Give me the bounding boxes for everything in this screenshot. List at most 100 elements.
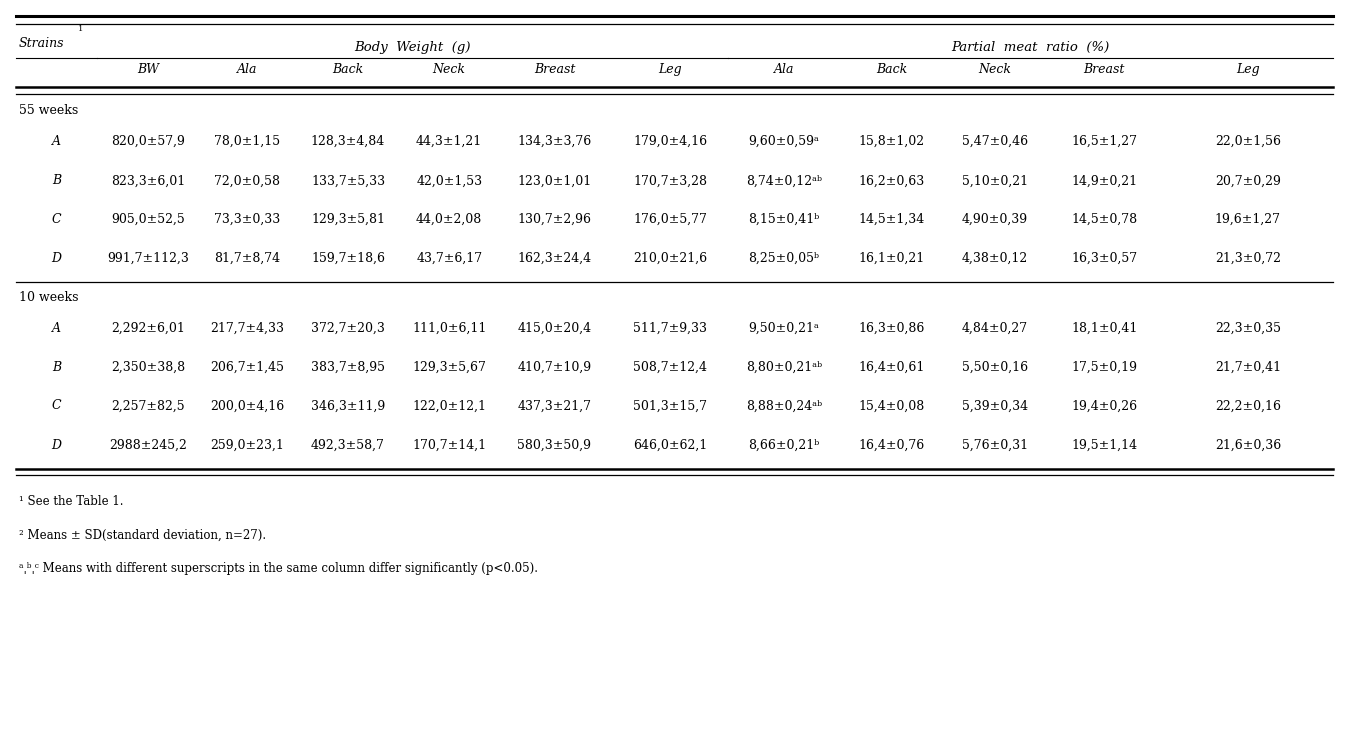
Text: Breast: Breast	[534, 63, 575, 75]
Text: 43,7±6,17: 43,7±6,17	[415, 252, 483, 265]
Text: 501,3±15,7: 501,3±15,7	[634, 399, 707, 413]
Text: 73,3±0,33: 73,3±0,33	[213, 213, 281, 226]
Text: 16,5±1,27: 16,5±1,27	[1071, 135, 1137, 148]
Text: 17,5±0,19: 17,5±0,19	[1071, 361, 1137, 374]
Text: 4,38±0,12: 4,38±0,12	[962, 252, 1028, 265]
Text: 991,7±112,3: 991,7±112,3	[108, 252, 189, 265]
Text: 206,7±1,45: 206,7±1,45	[210, 361, 283, 374]
Text: 4,90±0,39: 4,90±0,39	[962, 213, 1028, 226]
Text: 133,7±5,33: 133,7±5,33	[312, 174, 384, 187]
Text: 19,5±1,14: 19,5±1,14	[1071, 438, 1137, 452]
Text: Back: Back	[876, 63, 908, 75]
Text: 16,4±0,76: 16,4±0,76	[858, 438, 925, 452]
Text: B: B	[53, 361, 61, 374]
Text: 492,3±58,7: 492,3±58,7	[312, 438, 384, 452]
Text: 44,0±2,08: 44,0±2,08	[415, 213, 483, 226]
Text: 159,7±18,6: 159,7±18,6	[312, 252, 384, 265]
Text: 383,7±8,95: 383,7±8,95	[312, 361, 384, 374]
Text: 508,7±12,4: 508,7±12,4	[634, 361, 707, 374]
Text: 437,3±21,7: 437,3±21,7	[518, 399, 591, 413]
Text: 5,76±0,31: 5,76±0,31	[962, 438, 1028, 452]
Text: Body  Weight  (g): Body Weight (g)	[355, 41, 471, 54]
Text: 14,5±0,78: 14,5±0,78	[1071, 213, 1137, 226]
Text: 5,50±0,16: 5,50±0,16	[962, 361, 1028, 374]
Text: 22,3±0,35: 22,3±0,35	[1215, 322, 1280, 335]
Text: 905,0±52,5: 905,0±52,5	[112, 213, 185, 226]
Text: B: B	[53, 174, 61, 187]
Text: 10 weeks: 10 weeks	[19, 291, 78, 304]
Text: 580,3±50,9: 580,3±50,9	[518, 438, 591, 452]
Text: 217,7±4,33: 217,7±4,33	[210, 322, 283, 335]
Text: 16,3±0,86: 16,3±0,86	[858, 322, 925, 335]
Text: Ala: Ala	[773, 63, 795, 75]
Text: 14,5±1,34: 14,5±1,34	[858, 213, 925, 226]
Text: 1: 1	[78, 25, 84, 32]
Text: Partial  meat  ratio  (%): Partial meat ratio (%)	[951, 41, 1110, 54]
Text: 44,3±1,21: 44,3±1,21	[415, 135, 483, 148]
Text: 346,3±11,9: 346,3±11,9	[310, 399, 386, 413]
Text: Strains: Strains	[19, 37, 65, 50]
Text: 8,74±0,12ᵃᵇ: 8,74±0,12ᵃᵇ	[746, 174, 822, 187]
Text: 122,0±12,1: 122,0±12,1	[413, 399, 486, 413]
Text: 2,350±38,8: 2,350±38,8	[112, 361, 185, 374]
Text: 372,7±20,3: 372,7±20,3	[312, 322, 384, 335]
Text: 15,8±1,02: 15,8±1,02	[858, 135, 925, 148]
Text: 55 weeks: 55 weeks	[19, 104, 78, 117]
Text: C: C	[51, 213, 62, 226]
Text: 8,25±0,05ᵇ: 8,25±0,05ᵇ	[749, 252, 819, 265]
Text: Back: Back	[332, 63, 364, 75]
Text: C: C	[51, 399, 62, 413]
Text: 21,6±0,36: 21,6±0,36	[1214, 438, 1282, 452]
Text: 22,0±1,56: 22,0±1,56	[1215, 135, 1280, 148]
Text: 19,6±1,27: 19,6±1,27	[1215, 213, 1280, 226]
Text: 22,2±0,16: 22,2±0,16	[1215, 399, 1280, 413]
Text: ᵃˌᵇˌᶜ Means with different superscripts in the same column differ significantly : ᵃˌᵇˌᶜ Means with different superscripts …	[19, 562, 538, 575]
Text: Neck: Neck	[433, 63, 465, 75]
Text: 21,3±0,72: 21,3±0,72	[1215, 252, 1280, 265]
Text: 129,3±5,81: 129,3±5,81	[312, 213, 384, 226]
Text: 16,4±0,61: 16,4±0,61	[858, 361, 925, 374]
Text: 15,4±0,08: 15,4±0,08	[858, 399, 925, 413]
Text: 134,3±3,76: 134,3±3,76	[517, 135, 592, 148]
Text: 123,0±1,01: 123,0±1,01	[517, 174, 592, 187]
Text: 21,7±0,41: 21,7±0,41	[1214, 361, 1282, 374]
Text: 8,15±0,41ᵇ: 8,15±0,41ᵇ	[749, 213, 819, 226]
Text: 19,4±0,26: 19,4±0,26	[1071, 399, 1137, 413]
Text: BW: BW	[138, 63, 159, 75]
Text: 9,50±0,21ᵃ: 9,50±0,21ᵃ	[749, 322, 819, 335]
Text: A: A	[53, 322, 61, 335]
Text: 18,1±0,41: 18,1±0,41	[1071, 322, 1137, 335]
Text: 8,80±0,21ᵃᵇ: 8,80±0,21ᵃᵇ	[746, 361, 822, 374]
Text: 9,60±0,59ᵃ: 9,60±0,59ᵃ	[749, 135, 819, 148]
Text: 78,0±1,15: 78,0±1,15	[213, 135, 281, 148]
Text: Breast: Breast	[1083, 63, 1125, 75]
Text: 129,3±5,67: 129,3±5,67	[413, 361, 486, 374]
Text: 410,7±10,9: 410,7±10,9	[518, 361, 591, 374]
Text: 14,9±0,21: 14,9±0,21	[1071, 174, 1137, 187]
Text: 170,7±14,1: 170,7±14,1	[413, 438, 486, 452]
Text: 8,66±0,21ᵇ: 8,66±0,21ᵇ	[749, 438, 819, 452]
Text: 5,47±0,46: 5,47±0,46	[962, 135, 1028, 148]
Text: ² Means ± SD(standard deviation, n=27).: ² Means ± SD(standard deviation, n=27).	[19, 528, 266, 542]
Text: 111,0±6,11: 111,0±6,11	[411, 322, 487, 335]
Text: 820,0±57,9: 820,0±57,9	[112, 135, 185, 148]
Text: 130,7±2,96: 130,7±2,96	[518, 213, 591, 226]
Text: 646,0±62,1: 646,0±62,1	[633, 438, 708, 452]
Text: 20,7±0,29: 20,7±0,29	[1215, 174, 1280, 187]
Text: 210,0±21,6: 210,0±21,6	[634, 252, 707, 265]
Text: 2988±245,2: 2988±245,2	[109, 438, 188, 452]
Text: 2,292±6,01: 2,292±6,01	[112, 322, 185, 335]
Text: 16,3±0,57: 16,3±0,57	[1071, 252, 1137, 265]
Text: 72,0±0,58: 72,0±0,58	[214, 174, 279, 187]
Text: 415,0±20,4: 415,0±20,4	[518, 322, 591, 335]
Text: Ala: Ala	[236, 63, 258, 75]
Text: 16,2±0,63: 16,2±0,63	[858, 174, 925, 187]
Text: 200,0±4,16: 200,0±4,16	[209, 399, 285, 413]
Text: D: D	[51, 438, 62, 452]
Text: 5,10±0,21: 5,10±0,21	[962, 174, 1028, 187]
Text: ¹ See the Table 1.: ¹ See the Table 1.	[19, 495, 123, 508]
Text: 170,7±3,28: 170,7±3,28	[634, 174, 707, 187]
Text: 16,1±0,21: 16,1±0,21	[858, 252, 925, 265]
Text: 42,0±1,53: 42,0±1,53	[415, 174, 483, 187]
Text: D: D	[51, 252, 62, 265]
